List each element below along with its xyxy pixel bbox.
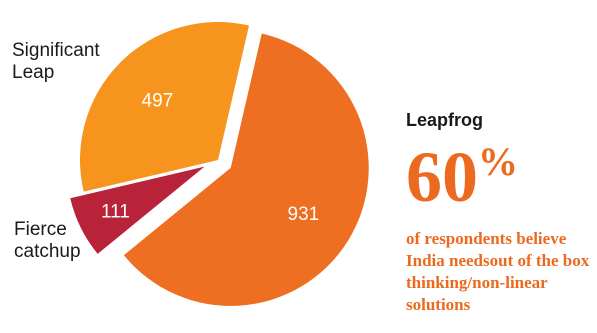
- callout-percent-number: 60: [406, 137, 478, 217]
- value-label-significant-leap: 497: [142, 91, 174, 112]
- label-significant-leap-line2: Leap: [12, 62, 55, 83]
- value-label-fierce-catchup: 111: [101, 202, 130, 223]
- label-significant-leap: Significant Leap: [12, 40, 100, 84]
- callout-title: Leapfrog: [406, 110, 484, 130]
- callout-description: of respondents believe India needsout of…: [406, 229, 590, 314]
- callout-percent-symbol: %: [478, 139, 518, 184]
- label-significant-leap-line1: Significant: [12, 40, 100, 61]
- leapfrog-callout: Leapfrog 60% of respondents believe Indi…: [406, 110, 596, 316]
- label-fierce-catchup-line1: Fierce: [14, 219, 67, 240]
- pie-slice-leapfrog: [123, 33, 369, 306]
- value-label-leapfrog: 931: [288, 204, 320, 225]
- label-fierce-catchup-line2: catchup: [14, 241, 81, 262]
- callout-percent: 60%: [406, 131, 596, 228]
- label-fierce-catchup: Fierce catchup: [14, 219, 81, 263]
- pie-slice-fierce-catchup: [70, 166, 205, 254]
- pie-slice-significant-leap: [80, 21, 250, 192]
